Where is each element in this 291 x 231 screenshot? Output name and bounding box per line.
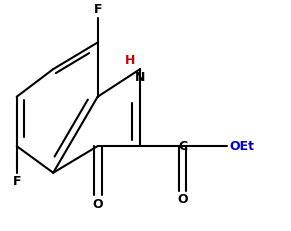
Text: F: F: [13, 175, 21, 188]
Text: OEt: OEt: [229, 140, 254, 153]
Text: O: O: [177, 194, 188, 207]
Text: O: O: [92, 198, 103, 211]
Text: N: N: [135, 71, 145, 84]
Text: C: C: [178, 140, 187, 153]
Text: H: H: [125, 54, 135, 67]
Text: F: F: [93, 3, 102, 16]
